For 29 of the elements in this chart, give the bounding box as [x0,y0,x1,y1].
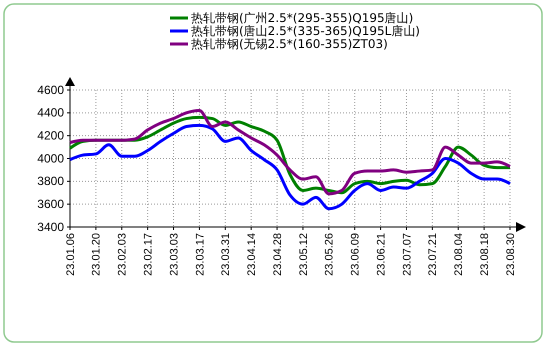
x-tick-label: 23.05.12 [298,233,310,276]
x-tick-label: 23.02.03 [116,233,129,276]
x-tick-label: 23.07.07 [401,233,414,276]
x-tick-label: 23.08.04 [453,233,466,276]
y-tick-label: 4000 [37,151,64,166]
x-tick-label: 23.03.31 [220,233,232,276]
legend-label: 热轧带钢(唐山2.5*(335-365)Q195L唐山) [191,24,420,38]
x-tick-label: 23.02.17 [142,233,154,276]
x-tick-label: 23.06.21 [375,233,388,276]
x-tick-label: 23.07.21 [427,233,440,276]
x-tick-label: 23.04.14 [246,233,258,276]
y-tick-label: 4200 [37,128,64,143]
x-tick-label: 23.05.26 [324,233,336,276]
legend-label: 热轧带钢(广州2.5*(295-355)Q195唐山) [191,11,414,25]
line-series [68,124,512,210]
y-tick-label: 3600 [37,197,64,212]
x-tick-label: 23.08.18 [478,233,491,276]
x-tick-label: 23.03.03 [168,233,180,276]
y-tick-label: 4400 [37,106,64,120]
x-tick-label: 23.01.06 [64,233,77,276]
x-tick-label: 23.08.30 [504,233,517,276]
x-tick-label: 23.01.20 [90,233,103,276]
legend-label: 热轧带钢(无锡2.5*(160-355)ZT03) [191,37,388,51]
x-tick-label: 23.03.17 [194,233,206,276]
y-tick-label: 3400 [37,220,64,234]
y-tick-label: 3800 [37,174,64,188]
x-tick-label: 23.04.28 [272,233,284,276]
x-tick-label: 23.06.09 [350,233,362,276]
y-tick-label: 4600 [37,82,64,97]
